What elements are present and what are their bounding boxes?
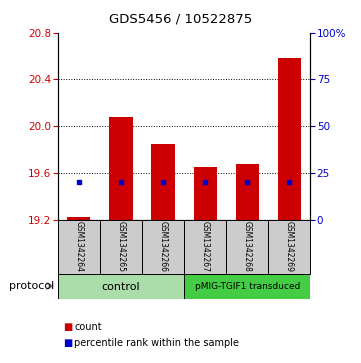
Text: count: count: [74, 322, 102, 332]
Text: GSM1342267: GSM1342267: [201, 221, 210, 272]
Text: GSM1342266: GSM1342266: [158, 221, 168, 272]
Bar: [236, 164, 259, 220]
Text: GSM1342265: GSM1342265: [117, 221, 125, 272]
Bar: [109, 117, 132, 220]
Text: control: control: [102, 282, 140, 292]
Bar: [184, 274, 310, 299]
Bar: [193, 167, 217, 220]
Text: ■: ■: [63, 338, 73, 348]
Bar: [58, 274, 184, 299]
Bar: [278, 58, 301, 220]
Bar: [184, 220, 226, 274]
Text: pMIG-TGIF1 transduced: pMIG-TGIF1 transduced: [195, 282, 300, 291]
Text: GSM1342269: GSM1342269: [285, 221, 294, 272]
Bar: [100, 220, 142, 274]
Bar: [67, 217, 90, 220]
Text: GSM1342268: GSM1342268: [243, 221, 252, 272]
Bar: [152, 144, 175, 220]
Text: protocol: protocol: [9, 281, 54, 291]
Bar: [226, 220, 268, 274]
Text: percentile rank within the sample: percentile rank within the sample: [74, 338, 239, 348]
Bar: [268, 220, 310, 274]
Text: ■: ■: [63, 322, 73, 332]
Bar: [58, 220, 100, 274]
Text: GSM1342264: GSM1342264: [74, 221, 83, 272]
Bar: [142, 220, 184, 274]
Text: GDS5456 / 10522875: GDS5456 / 10522875: [109, 13, 252, 26]
